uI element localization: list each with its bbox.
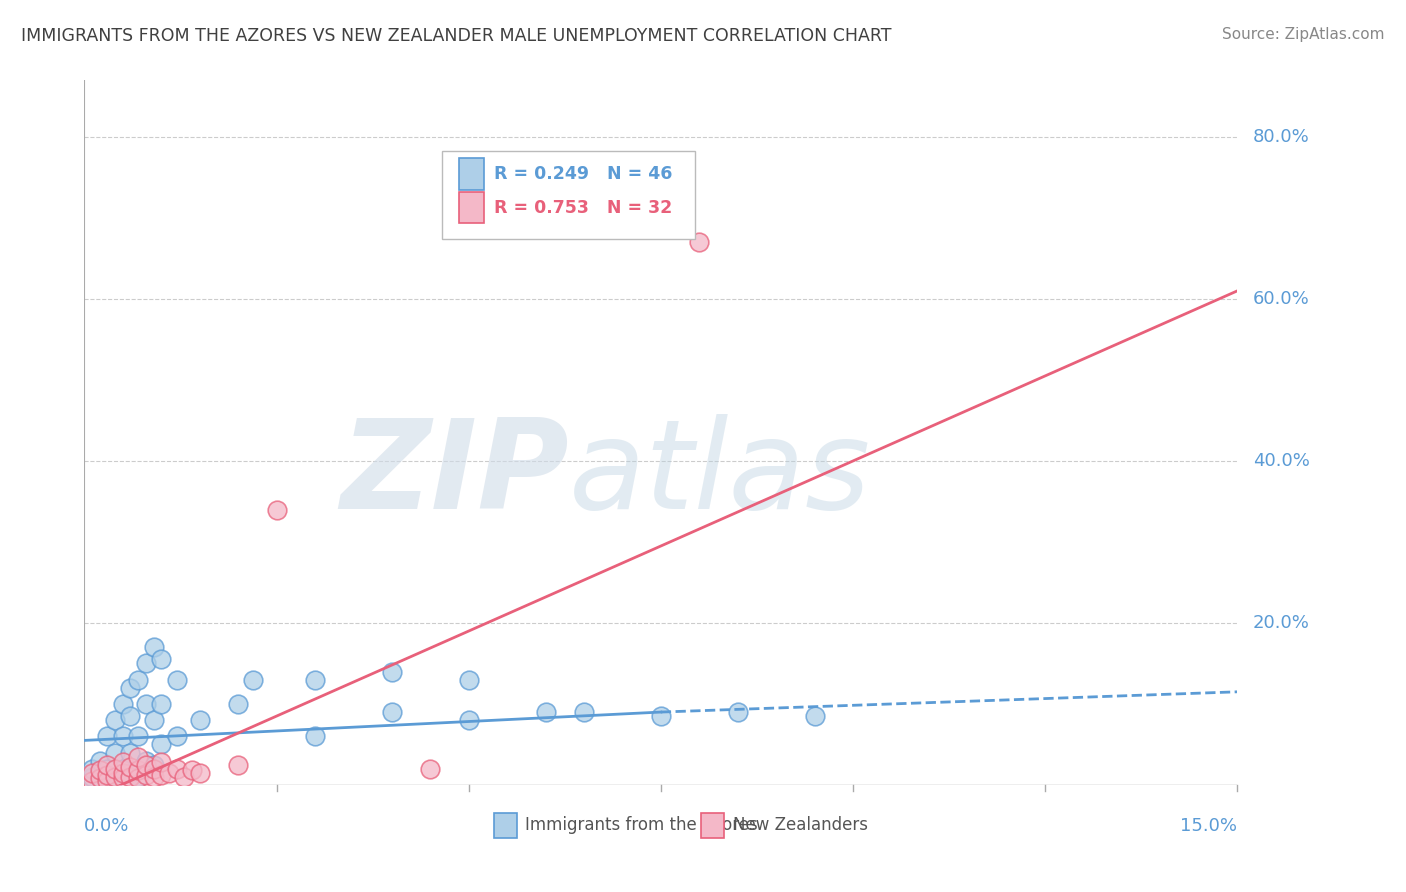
FancyBboxPatch shape [702,814,724,838]
Point [304,730,326,744]
Point [89,772,111,786]
Text: atlas: atlas [568,415,870,535]
FancyBboxPatch shape [460,192,485,223]
Text: R = 0.753   N = 32: R = 0.753 N = 32 [494,199,672,217]
Point [120,681,142,695]
Point [96,762,118,776]
Point [181,764,204,778]
Point [104,770,127,784]
Text: 20.0%: 20.0% [1253,614,1309,632]
Point [142,757,165,772]
Point [135,697,157,711]
Point [572,705,595,719]
Point [650,709,672,723]
Point [111,765,134,780]
Point [89,754,111,768]
Point [96,772,118,786]
Point [803,709,825,723]
Point [80,773,103,788]
Point [120,760,142,774]
Point [142,762,165,776]
Point [150,652,173,666]
Point [135,657,157,671]
Point [135,754,157,768]
Point [80,762,103,776]
Point [120,709,142,723]
Point [188,765,211,780]
Point [89,770,111,784]
Point [457,673,479,687]
Point [96,757,118,772]
FancyBboxPatch shape [460,158,485,189]
Point [166,673,188,687]
Point [104,746,127,760]
Point [304,673,326,687]
Text: ZIP: ZIP [340,415,568,535]
Point [111,756,134,770]
Point [727,705,749,719]
FancyBboxPatch shape [441,151,696,239]
Text: IMMIGRANTS FROM THE AZORES VS NEW ZEALANDER MALE UNEMPLOYMENT CORRELATION CHART: IMMIGRANTS FROM THE AZORES VS NEW ZEALAN… [21,27,891,45]
Point [89,765,111,780]
Text: Source: ZipAtlas.com: Source: ZipAtlas.com [1222,27,1385,42]
Point [80,770,103,784]
Point [142,713,165,727]
Point [127,772,149,786]
Text: Immigrants from the Azores: Immigrants from the Azores [524,816,758,834]
Point [104,713,127,727]
Point [157,765,180,780]
Point [111,697,134,711]
Point [120,770,142,784]
Point [142,770,165,784]
Point [96,768,118,782]
Point [127,764,149,778]
Point [150,738,173,752]
Point [127,673,149,687]
Point [96,730,118,744]
Point [120,765,142,780]
Text: New Zealanders: New Zealanders [734,816,869,834]
Point [688,235,710,250]
Point [150,756,173,770]
Point [242,673,264,687]
Point [127,770,149,784]
Point [111,772,134,786]
Point [534,705,557,719]
Point [111,762,134,776]
Point [381,665,404,679]
Point [150,697,173,711]
Point [135,757,157,772]
Text: 0.0%: 0.0% [84,817,129,836]
Point [96,773,118,788]
Point [104,770,127,784]
Point [226,757,249,772]
Point [150,768,173,782]
Point [80,765,103,780]
Text: 15.0%: 15.0% [1180,817,1237,836]
Point [142,640,165,655]
Point [89,764,111,778]
Point [457,713,479,727]
Point [381,705,404,719]
Point [166,730,188,744]
Point [419,762,441,776]
Point [120,746,142,760]
Text: 80.0%: 80.0% [1253,128,1309,146]
FancyBboxPatch shape [494,814,517,838]
Point [127,730,149,744]
Point [188,713,211,727]
Point [173,770,195,784]
Point [266,502,288,516]
Point [104,762,127,776]
Point [166,762,188,776]
Text: R = 0.249   N = 46: R = 0.249 N = 46 [494,165,672,183]
Text: 60.0%: 60.0% [1253,290,1309,308]
Text: 40.0%: 40.0% [1253,452,1309,470]
Point [111,730,134,744]
Point [135,768,157,782]
Point [127,749,149,764]
Point [226,697,249,711]
